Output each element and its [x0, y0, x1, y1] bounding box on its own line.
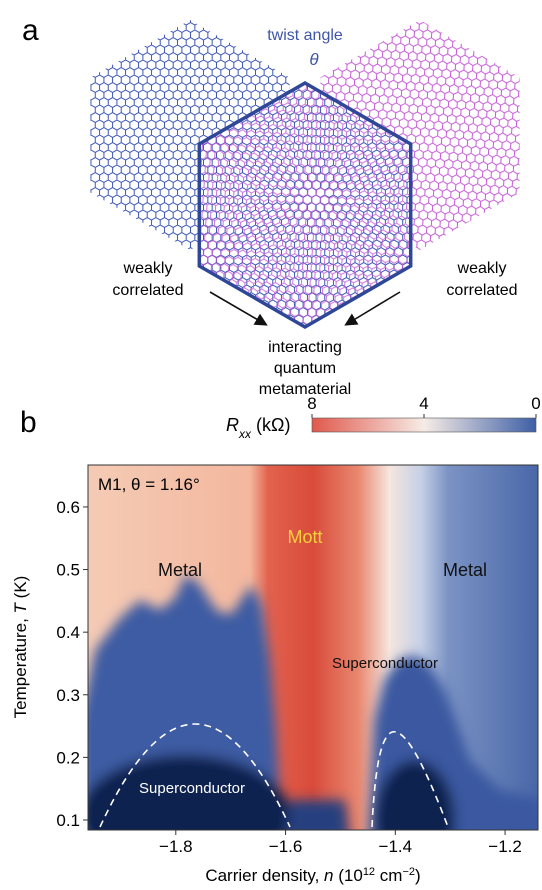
- moire-outline: [197, 80, 413, 330]
- right-label: weakly: [457, 260, 507, 277]
- x-tick-label: −1.8: [159, 837, 193, 856]
- region-label: Mott: [287, 527, 322, 547]
- label-part: T: [11, 601, 30, 613]
- y-tick-label: 0.1: [56, 811, 80, 830]
- arrow: [344, 291, 401, 326]
- x-tick-label: −1.6: [269, 837, 303, 856]
- y-tick-label: 0.5: [56, 561, 80, 580]
- label-part: R: [226, 415, 239, 435]
- colorbar-tick-label: 4: [419, 394, 428, 413]
- label-part: (K): [11, 576, 30, 603]
- region-label: Metal: [443, 560, 487, 580]
- label-part: n: [324, 866, 333, 885]
- colorbar-tick-label: 8: [307, 394, 316, 413]
- label-part: 12: [363, 866, 375, 878]
- panel-label: b: [20, 406, 37, 439]
- label-part: (10: [334, 866, 363, 885]
- left-label: correlated: [112, 282, 183, 299]
- center-label: metamaterial: [259, 381, 351, 398]
- colorbar-label: Rxx (kΩ): [226, 415, 290, 441]
- y-tick-label: 0.4: [56, 623, 80, 642]
- label-part: xx: [238, 427, 252, 441]
- label-part: cm: [375, 866, 402, 885]
- x-tick-label: −1.2: [488, 837, 522, 856]
- x-axis-label: Carrier density, n (1012 cm−2): [205, 866, 420, 885]
- center-label: quantum: [274, 360, 336, 377]
- moire-magenta: [199, 83, 411, 327]
- twist-label: twist angle: [267, 27, 343, 44]
- annotation: M1, θ = 1.16°: [98, 475, 200, 494]
- label-part: Temperature,: [11, 613, 30, 718]
- x-tick-label: −1.4: [379, 837, 413, 856]
- region-label: Superconductor: [139, 780, 245, 797]
- label-part: −2: [402, 866, 415, 878]
- y-tick-label: 0.2: [56, 748, 80, 767]
- arrow: [209, 291, 268, 326]
- colorbar-tick-label: 0: [531, 394, 540, 413]
- center-label: interacting: [268, 339, 342, 356]
- right-label: correlated: [446, 282, 517, 299]
- plot-frame: [87, 464, 539, 831]
- label-part: (kΩ): [251, 415, 290, 435]
- heatmap: [88, 465, 538, 830]
- region-label: Superconductor: [332, 655, 438, 672]
- colorbar: [311, 417, 537, 433]
- theta: θ: [309, 50, 319, 69]
- left-label: weakly: [123, 260, 173, 277]
- y-tick-label: 0.3: [56, 686, 80, 705]
- label-part: ): [415, 866, 421, 885]
- y-tick-label: 0.6: [56, 498, 80, 517]
- panel-label: a: [22, 14, 39, 47]
- label-part: Carrier density,: [205, 866, 324, 885]
- y-axis-label: Temperature, T (K): [11, 576, 30, 719]
- sc-dome-guide: [371, 731, 449, 828]
- sc-dome-guide: [99, 723, 291, 828]
- region-label: Metal: [158, 560, 202, 580]
